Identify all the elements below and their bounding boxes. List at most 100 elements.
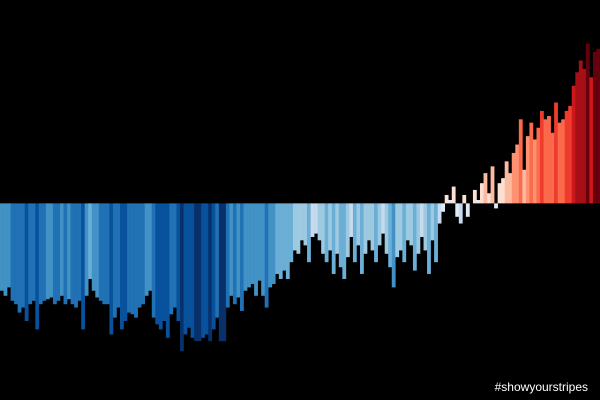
bar xyxy=(494,203,498,209)
bar xyxy=(56,203,61,301)
bar xyxy=(98,203,103,301)
bar xyxy=(187,203,191,328)
bar xyxy=(575,72,580,204)
bar xyxy=(349,203,354,237)
bar xyxy=(42,203,47,301)
bar xyxy=(465,203,470,217)
bar xyxy=(148,203,153,291)
bar xyxy=(232,203,237,305)
bar xyxy=(360,203,364,274)
bar xyxy=(458,203,463,224)
bar xyxy=(141,203,146,305)
bar xyxy=(63,203,68,305)
bar xyxy=(127,203,131,313)
bar xyxy=(578,60,583,204)
bar xyxy=(81,203,86,330)
bar xyxy=(529,122,534,204)
bar xyxy=(515,144,520,204)
bar xyxy=(289,203,294,263)
bar xyxy=(338,203,343,268)
bar xyxy=(423,203,428,251)
bar xyxy=(582,68,587,204)
bar xyxy=(49,203,54,298)
bar xyxy=(95,203,100,298)
bar xyxy=(434,203,438,263)
bar xyxy=(88,203,93,279)
bar xyxy=(38,203,43,305)
bar xyxy=(282,203,287,271)
bar xyxy=(321,203,326,254)
bar xyxy=(240,203,244,311)
bar xyxy=(342,203,347,279)
bar xyxy=(0,203,4,291)
bar xyxy=(183,203,188,335)
bar xyxy=(24,203,29,322)
bar xyxy=(70,203,75,305)
bar xyxy=(261,203,266,296)
bar xyxy=(405,203,410,241)
bar xyxy=(596,48,600,204)
bar xyxy=(303,203,308,246)
bar xyxy=(420,203,424,237)
bar xyxy=(172,203,177,308)
bar xyxy=(331,203,336,274)
bar xyxy=(162,203,167,322)
bar xyxy=(144,203,149,296)
bar xyxy=(300,203,304,241)
bar xyxy=(561,119,566,204)
bar xyxy=(285,203,290,279)
bar xyxy=(384,203,389,254)
bar xyxy=(490,166,495,204)
bar xyxy=(564,110,569,204)
bar xyxy=(10,203,15,301)
bar xyxy=(134,203,138,318)
bar xyxy=(123,203,128,322)
bar xyxy=(52,203,57,305)
bar xyxy=(243,203,248,291)
bar xyxy=(120,203,124,330)
bar xyxy=(367,203,371,241)
bar xyxy=(225,203,230,308)
bar xyxy=(31,203,36,301)
bar xyxy=(151,203,156,318)
bar xyxy=(328,203,333,251)
bar xyxy=(190,203,195,338)
bar xyxy=(398,203,403,251)
bar xyxy=(430,203,435,241)
bar xyxy=(74,203,78,308)
bar xyxy=(472,189,477,204)
bar xyxy=(451,186,456,204)
bar xyxy=(112,203,117,318)
bar xyxy=(222,203,227,342)
bar xyxy=(310,203,315,237)
bar xyxy=(105,203,110,305)
bar xyxy=(412,203,417,271)
bar xyxy=(137,203,142,308)
bar xyxy=(345,203,350,258)
bar xyxy=(543,119,548,204)
bar xyxy=(525,136,530,204)
bar xyxy=(395,203,400,258)
bar xyxy=(7,203,11,288)
bar xyxy=(109,203,114,335)
hashtag: #showyourstripes xyxy=(495,380,588,394)
bar xyxy=(45,203,50,300)
bar xyxy=(268,203,273,288)
bar xyxy=(257,203,262,281)
bar xyxy=(264,203,269,308)
bar xyxy=(391,203,396,288)
bar xyxy=(518,119,523,204)
bar xyxy=(522,169,527,204)
bar xyxy=(247,203,251,288)
bar xyxy=(208,203,213,342)
bar xyxy=(180,203,184,352)
bar xyxy=(317,203,322,241)
bar xyxy=(28,203,33,305)
bar xyxy=(218,203,223,342)
bar xyxy=(511,152,516,204)
bar xyxy=(441,203,446,212)
bar xyxy=(324,203,329,263)
bar xyxy=(335,203,340,254)
bar xyxy=(571,85,576,204)
